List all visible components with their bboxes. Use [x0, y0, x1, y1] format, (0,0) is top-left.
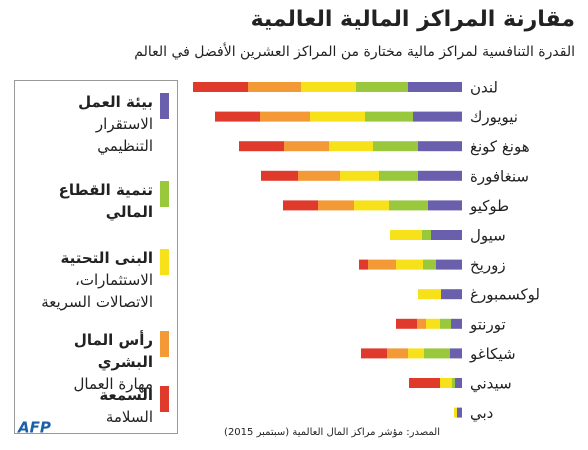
source: المصدر: مؤشر مراكز المال العالمية (سبتمب… [224, 427, 440, 438]
category-label: نيويورك [470, 108, 518, 126]
legend-text: البنى التحتية الاستثمارات، الاتصالات السري… [23, 247, 153, 313]
bar-segment [436, 259, 462, 270]
bar-segment [215, 111, 260, 122]
bar-segment [248, 82, 301, 92]
bar-segment [418, 170, 462, 181]
bar-segment [423, 259, 436, 270]
category-label: شيكاغو [469, 345, 516, 363]
bar-segment [329, 141, 373, 152]
legend-swatch [160, 249, 169, 275]
bar-segment [298, 170, 340, 181]
bar-segment [389, 200, 428, 211]
bar-segment [454, 407, 457, 418]
bar-segment [424, 348, 450, 359]
category-label: سنغافورة [470, 167, 529, 185]
bar-segment [365, 111, 413, 122]
bar-segment [356, 82, 408, 92]
bar-segment [450, 348, 462, 359]
bar-segment [310, 111, 365, 122]
bar-segment [422, 230, 431, 240]
bar-segment [379, 170, 418, 181]
legend-swatch [160, 386, 169, 412]
category-label: هونغ كونغ [470, 138, 530, 156]
bar-segment [455, 378, 462, 388]
bar-segment [359, 259, 368, 270]
legend-description: التنظيمي [97, 137, 153, 155]
legend-text: رأس المال البشري مهارة العمال [23, 329, 153, 395]
bar-segment [390, 230, 422, 240]
legend-description: مهارة العمال [73, 375, 153, 393]
category-label: سيدني [470, 375, 512, 394]
chart-title: مقارنة المراكز المالية العالمية [251, 7, 575, 32]
bar-segment [239, 141, 284, 152]
legend-description: الاستقرار [95, 115, 153, 133]
category-label: دبي [470, 404, 493, 423]
bar-segment [431, 230, 462, 240]
bar-segment [396, 318, 417, 329]
legend-description: السلامة [105, 408, 153, 426]
bar-segment [354, 200, 389, 211]
chart-subtitle: القدرة التنافسية لمراكز مالية مختارة من … [134, 42, 575, 60]
bar-segment [451, 318, 462, 329]
bar-segment [301, 82, 356, 92]
legend-label: تنمية القطاع المالي [58, 181, 153, 221]
legend: بيئة العمل الاستقرار التنظيمي تنمية القطاع … [14, 80, 178, 434]
bar-segment [408, 82, 462, 92]
bar-segment [418, 289, 441, 300]
legend-label: رأس المال البشري [73, 331, 153, 371]
legend-label: السمعة [99, 386, 153, 404]
bar-segment [418, 141, 462, 152]
category-label: لوكسمبورغ [470, 286, 540, 304]
category-label: سيول [470, 227, 506, 245]
legend-text: السمعة السلامة [23, 384, 153, 428]
bar-segment [408, 348, 424, 359]
bar-segment [417, 318, 426, 329]
bar-segment [457, 407, 462, 418]
category-label: تورنتو [469, 315, 506, 333]
category-label: طوكيو [469, 197, 509, 215]
legend-label: بيئة العمل [78, 93, 153, 111]
category-label: زوريخ [470, 256, 506, 274]
bar-segment [452, 378, 455, 388]
bar-segment [441, 289, 462, 300]
category-label: لندن [470, 79, 498, 97]
bar-segment [318, 200, 354, 211]
bar-segment [413, 111, 462, 122]
bar-segment [428, 200, 462, 211]
legend-description: الاستثمارات، [75, 271, 153, 289]
legend-swatch [160, 93, 169, 119]
legend-swatch [160, 331, 169, 357]
legend-text: تنمية القطاع المالي [23, 179, 153, 223]
bar-segment [260, 111, 310, 122]
bar-segment [368, 259, 396, 270]
bar-segment [387, 348, 408, 359]
bar-segment [283, 200, 318, 211]
bar-segment [261, 170, 298, 181]
bar-segment [396, 259, 423, 270]
bar-segment [284, 141, 329, 152]
bar-segment [361, 348, 387, 359]
bar-segment [440, 318, 451, 329]
bar-segment [373, 141, 418, 152]
bar-segment [440, 378, 452, 388]
legend-description: الاتصالات السريعة [41, 293, 153, 311]
legend-swatch [160, 181, 169, 207]
bar-segment [193, 82, 248, 92]
logo: AFP [17, 419, 51, 437]
legend-label: البنى التحتية [60, 249, 153, 267]
bar-segment [426, 318, 440, 329]
bar-segment [340, 170, 379, 181]
bar-segment [409, 378, 440, 388]
legend-text: بيئة العمل الاستقرار التنظيمي [23, 91, 153, 157]
